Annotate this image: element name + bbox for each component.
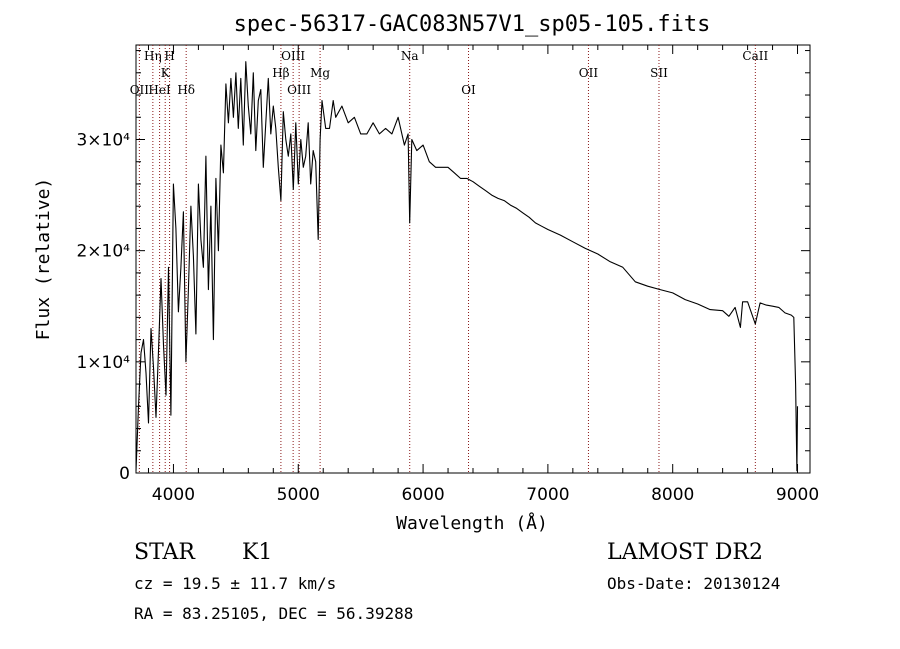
line-marker-label: Na — [401, 49, 419, 63]
observation-date: Obs-Date: 20130124 — [607, 574, 781, 593]
x-axis-ticks: 4000 5000 6000 7000 8000 9000 — [147, 45, 819, 505]
line-marker-layer: OII Hη HeI KH Hδ Hβ OIII OIII Mg Na OI OII SII CaII — [130, 45, 768, 473]
y-axis-label: Flux (relative) — [33, 178, 54, 341]
line-marker-label: OII — [579, 66, 599, 80]
x-tick-label: 8000 — [651, 485, 694, 505]
x-tick-label: 5000 — [277, 485, 320, 505]
series-layer — [135, 61, 799, 472]
x-tick-label: 6000 — [401, 485, 444, 505]
redshift-readout: cz = 19.5 ± 11.7 km/s — [134, 574, 337, 593]
x-tick-label: 7000 — [526, 485, 569, 505]
line-marker-label: SII — [650, 66, 668, 80]
line-marker-label: OI — [461, 83, 476, 97]
line-marker-label: OIII — [281, 49, 305, 63]
line-marker-label: K — [161, 66, 171, 80]
y-tick-label: 0 — [119, 464, 130, 484]
x-tick-label: 9000 — [776, 485, 819, 505]
line-marker-label: CaII — [742, 49, 768, 63]
line-marker-label: H — [164, 49, 174, 63]
line-marker-label: Hη — [144, 49, 162, 63]
line-marker-label: OIII — [287, 83, 311, 97]
coordinates-readout: RA = 83.25105, DEC = 56.39288 — [134, 604, 414, 623]
line-marker-label: Hβ — [272, 66, 289, 80]
y-tick-label: 3×10⁴ — [76, 130, 130, 150]
survey-name: LAMOST DR2 — [607, 540, 763, 565]
y-tick-label: 2×10⁴ — [76, 242, 130, 262]
object-class: STAR — [134, 540, 195, 565]
line-marker-label: Hδ — [177, 83, 195, 97]
x-axis-label: Wavelength (Å) — [396, 512, 548, 534]
y-tick-label: 1×10⁴ — [76, 353, 130, 373]
line-marker-label: Mg — [310, 66, 330, 80]
line-marker-label: HeI — [148, 83, 171, 97]
chart-title: spec-56317-GAC083N57V1_sp05-105.fits — [234, 12, 711, 37]
x-tick-label: 4000 — [152, 485, 195, 505]
line-marker-label: OII — [130, 83, 150, 97]
object-subclass: K1 — [242, 540, 273, 565]
y-axis-ticks: 0 1×10⁴ 2×10⁴ 3×10⁴ — [76, 50, 810, 484]
spectrum-line — [135, 61, 799, 472]
